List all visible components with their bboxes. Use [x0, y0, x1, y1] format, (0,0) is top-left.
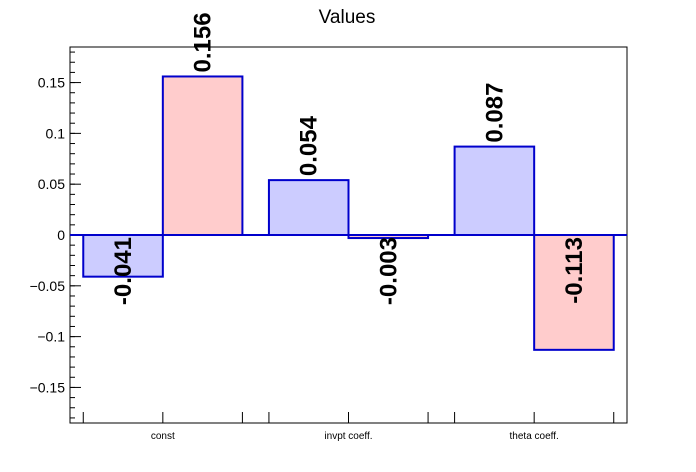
data-label: -0.113 [561, 237, 588, 304]
x-tick-label: theta coeff. [510, 431, 559, 442]
data-labels: -0.041 0.156 0.054 -0.003 0.087 -0.113 [110, 12, 588, 305]
data-label: 0.087 [481, 83, 508, 143]
y-tick-label: 0.1 [46, 125, 66, 141]
y-tick-label: −0.1 [37, 329, 65, 345]
bars [82, 75, 615, 351]
data-label: -0.003 [375, 237, 402, 305]
bar [453, 145, 536, 236]
x-tick-label: const [151, 431, 175, 442]
y-tick-label: −0.15 [30, 379, 66, 395]
y-tick-label: 0.05 [38, 176, 65, 192]
chart-title: Values [319, 7, 376, 28]
x-axis: const invpt coeff. theta coeff. [82, 412, 615, 442]
bar [82, 234, 164, 278]
y-tick-label: −0.05 [30, 278, 66, 294]
x-tick-label: invpt coeff. [324, 431, 372, 442]
y-axis: −0.15 −0.1 −0.05 0 0.05 0.1 0.15 [30, 51, 81, 419]
data-label: 0.054 [296, 115, 323, 176]
bar [161, 75, 244, 236]
bar [267, 179, 350, 237]
y-tick-label: 0.15 [38, 75, 65, 91]
y-tick-label: 0 [57, 227, 65, 243]
data-label: -0.041 [110, 237, 137, 305]
data-label: 0.156 [190, 12, 217, 72]
